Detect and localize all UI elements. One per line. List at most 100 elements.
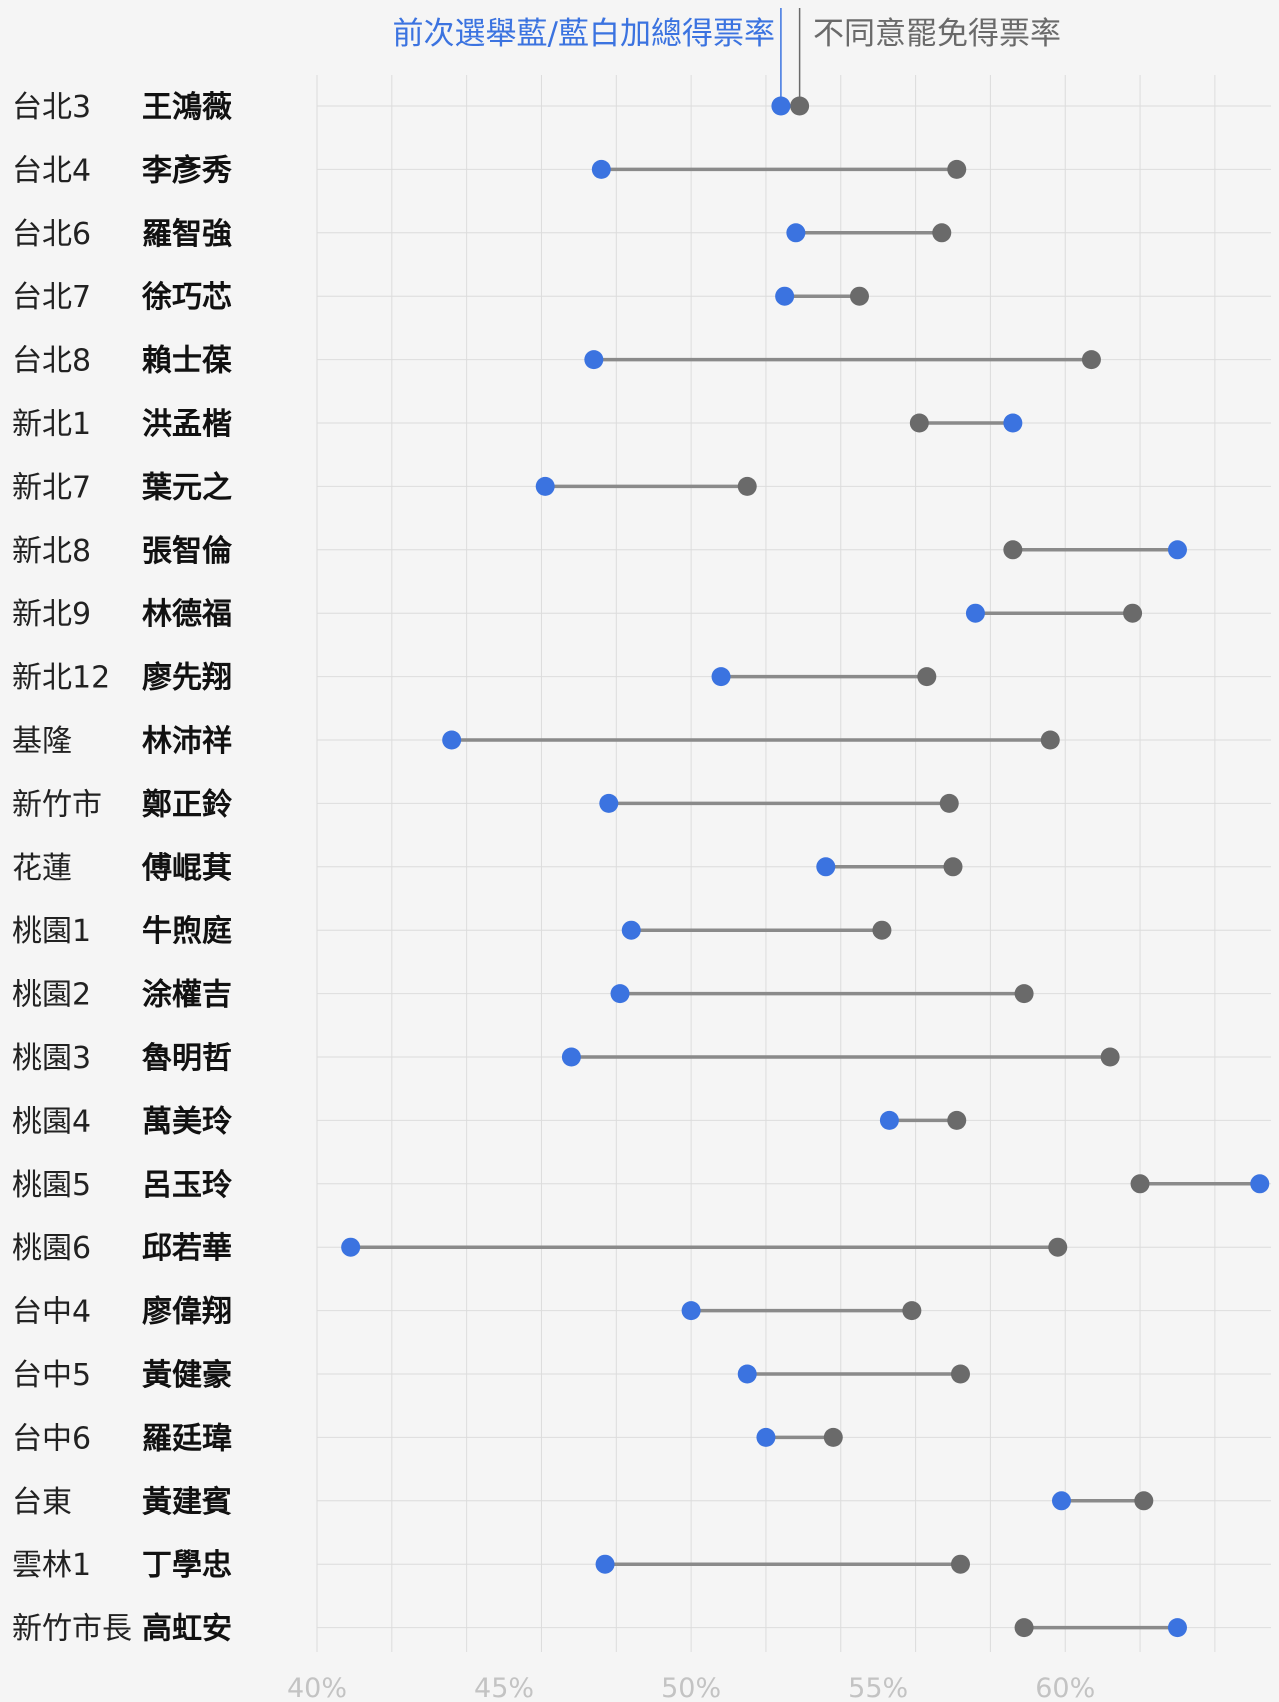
recall-point: [849, 286, 869, 306]
recall-point: [737, 476, 757, 496]
previous-point: [786, 223, 806, 243]
recall-point: [1003, 540, 1023, 560]
chart-row: 桃園1 牛煦庭: [12, 914, 892, 949]
previous-point: [1167, 1618, 1187, 1638]
row-district-label: 桃園1: [12, 914, 91, 949]
row-name-label: 呂玉玲: [142, 1168, 232, 1203]
recall-point: [932, 223, 952, 243]
previous-point: [610, 984, 630, 1004]
row-name-label: 廖先翔: [142, 661, 232, 696]
row-district-label: 桃園6: [12, 1231, 91, 1266]
row-district-label: 台北7: [12, 280, 91, 315]
row-district-label: 新竹市長: [12, 1612, 132, 1647]
row-name-label: 張智倫: [142, 534, 233, 569]
recall-point: [939, 793, 959, 813]
previous-point: [561, 1047, 581, 1067]
row-district-label: 桃園2: [12, 978, 91, 1013]
chart-row: 桃園4 萬美玲: [12, 1104, 967, 1139]
row-district-label: 新北7: [12, 470, 91, 505]
legend-recall-label: 不同意罷免得票率: [813, 16, 1061, 52]
previous-point: [584, 350, 604, 370]
chart-row: 花蓮 傅崐萁: [12, 851, 963, 886]
chart-row: 新北7 葉元之: [12, 470, 757, 505]
row-district-label: 台東: [12, 1485, 72, 1520]
chart-row: 新竹市 鄭正鈴: [12, 787, 959, 822]
row-district-label: 雲林1: [12, 1548, 91, 1583]
previous-point: [681, 1301, 701, 1321]
chart-row: 基隆 林沛祥: [12, 724, 1060, 759]
chart-row: 台北8 賴士葆: [12, 344, 1101, 379]
x-tick-label: 50%: [661, 1673, 721, 1702]
row-name-label: 魯明哲: [142, 1041, 232, 1076]
previous-point: [442, 730, 462, 750]
previous-point: [591, 159, 611, 179]
previous-point: [737, 1364, 757, 1384]
chart-row: 台北6 羅智強: [12, 217, 952, 252]
recall-point: [947, 1110, 967, 1130]
previous-point: [816, 857, 836, 877]
recall-point: [1134, 1491, 1154, 1511]
previous-point: [1051, 1491, 1071, 1511]
row-district-label: 基隆: [12, 724, 72, 759]
row-district-label: 新北1: [12, 407, 91, 442]
row-name-label: 丁學忠: [142, 1548, 232, 1583]
row-name-label: 黃建賓: [142, 1485, 232, 1520]
recall-point: [947, 159, 967, 179]
recall-point: [1014, 984, 1034, 1004]
row-name-label: 牛煦庭: [142, 914, 232, 949]
previous-point: [1167, 540, 1187, 560]
recall-point: [1081, 350, 1101, 370]
recall-point: [1123, 603, 1143, 623]
previous-point: [771, 96, 791, 116]
previous-point: [535, 476, 555, 496]
x-tick-label: 45%: [474, 1673, 534, 1702]
legend-marker-lines: [780, 8, 801, 106]
row-district-label: 台北8: [12, 344, 91, 379]
chart-row: 雲林1 丁學忠: [12, 1548, 970, 1583]
row-name-label: 傅崐萁: [141, 851, 232, 886]
row-name-label: 邱若華: [142, 1231, 232, 1266]
recall-point: [1130, 1174, 1150, 1194]
row-district-label: 桃園4: [12, 1104, 91, 1139]
recall-point: [917, 667, 937, 687]
row-name-label: 徐巧芯: [141, 280, 232, 315]
recall-point: [823, 1427, 843, 1447]
row-district-label: 台中5: [12, 1358, 91, 1393]
row-district-label: 桃園3: [12, 1041, 91, 1076]
chart-row: 台北7 徐巧芯: [12, 280, 869, 315]
chart-row: 桃園3 魯明哲: [12, 1041, 1120, 1076]
recall-point: [909, 413, 929, 433]
x-tick-label: 55%: [848, 1673, 908, 1702]
previous-point: [621, 920, 641, 940]
row-district-label: 台中4: [12, 1295, 91, 1330]
row-district-label: 新竹市: [12, 787, 102, 822]
row-name-label: 賴士葆: [142, 344, 232, 379]
previous-point: [879, 1110, 899, 1130]
row-name-label: 王鴻薇: [142, 90, 232, 125]
chart-row: 台中5 黃健豪: [12, 1358, 970, 1393]
recall-point: [943, 857, 963, 877]
row-district-label: 新北12: [12, 661, 110, 696]
row-district-label: 台北4: [12, 153, 91, 188]
chart-row: 新北12 廖先翔: [12, 661, 937, 696]
recall-point: [1040, 730, 1060, 750]
chart-row: 桃園6 邱若華: [12, 1231, 1068, 1266]
recall-point: [1048, 1237, 1068, 1257]
x-tick-label: 60%: [1035, 1673, 1095, 1702]
row-name-label: 涂權吉: [142, 978, 232, 1013]
row-district-label: 桃園5: [12, 1168, 91, 1203]
previous-point: [965, 603, 985, 623]
row-name-label: 林沛祥: [142, 724, 232, 759]
row-district-label: 台中6: [12, 1421, 91, 1456]
previous-point: [341, 1237, 361, 1257]
chart-row: 桃園2 涂權吉: [12, 978, 1034, 1013]
recall-point: [1100, 1047, 1120, 1067]
row-name-label: 萬美玲: [142, 1104, 232, 1139]
chart-row: 桃園5 呂玉玲: [12, 1168, 1270, 1203]
legend-previous-label: 前次選舉藍/藍白加總得票率: [393, 16, 775, 52]
chart-row: 台中4 廖偉翔: [12, 1295, 922, 1330]
previous-point: [711, 667, 731, 687]
chart-row: 台中6 羅廷瑋: [12, 1421, 843, 1456]
x-tick-label: 40%: [287, 1673, 347, 1702]
